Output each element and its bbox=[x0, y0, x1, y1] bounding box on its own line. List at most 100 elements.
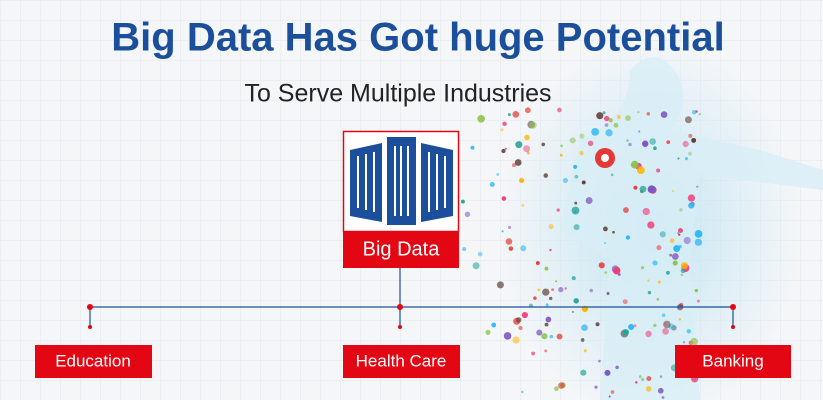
particle bbox=[548, 224, 554, 230]
particle bbox=[606, 292, 610, 295]
particle bbox=[505, 238, 513, 245]
node-box bbox=[343, 345, 460, 378]
particle bbox=[535, 261, 540, 265]
particle bbox=[687, 194, 696, 202]
particle bbox=[638, 375, 642, 378]
particle bbox=[660, 111, 668, 118]
particle bbox=[524, 134, 530, 141]
particle bbox=[558, 287, 564, 293]
particle bbox=[666, 270, 670, 275]
particle bbox=[589, 288, 593, 293]
particle bbox=[591, 127, 600, 136]
particle bbox=[531, 351, 536, 356]
particle bbox=[496, 281, 504, 289]
particle bbox=[623, 207, 629, 213]
particle bbox=[672, 189, 675, 193]
particle bbox=[646, 112, 651, 116]
particle bbox=[622, 329, 629, 336]
particle bbox=[598, 359, 601, 363]
particle bbox=[677, 232, 680, 235]
particle bbox=[662, 328, 669, 335]
particle bbox=[460, 199, 465, 204]
particle bbox=[551, 288, 555, 292]
particle bbox=[656, 245, 662, 251]
node-label: Education bbox=[55, 351, 131, 370]
title: Big Data Has Got huge Potential bbox=[111, 16, 724, 60]
particle bbox=[691, 110, 697, 115]
particle bbox=[694, 238, 703, 246]
particle bbox=[501, 148, 506, 154]
particle bbox=[504, 147, 507, 150]
particle bbox=[518, 325, 523, 331]
particle bbox=[507, 113, 511, 117]
particle bbox=[671, 253, 679, 260]
particle bbox=[574, 201, 578, 205]
particle bbox=[533, 296, 537, 300]
particle bbox=[602, 111, 606, 115]
particle bbox=[477, 114, 485, 123]
particle bbox=[543, 173, 549, 178]
particle bbox=[512, 336, 520, 344]
particle bbox=[541, 142, 546, 147]
node-box bbox=[675, 345, 791, 378]
particle bbox=[680, 268, 686, 274]
particle bbox=[519, 177, 525, 184]
particle bbox=[669, 253, 673, 257]
particle bbox=[470, 145, 475, 150]
particle bbox=[554, 386, 559, 391]
particle bbox=[663, 320, 671, 329]
particle bbox=[641, 140, 649, 147]
particle bbox=[462, 246, 467, 252]
particle bbox=[581, 180, 586, 185]
particle bbox=[526, 151, 530, 155]
particle bbox=[521, 311, 529, 319]
particle bbox=[523, 145, 531, 153]
particle bbox=[512, 163, 516, 168]
particle bbox=[472, 262, 480, 270]
particle bbox=[569, 137, 576, 144]
particle bbox=[628, 324, 635, 330]
particle bbox=[571, 310, 574, 314]
particle bbox=[555, 280, 558, 283]
root-node-box bbox=[343, 232, 459, 268]
particle bbox=[545, 303, 549, 307]
particle bbox=[573, 298, 579, 304]
particle bbox=[556, 333, 563, 340]
particle bbox=[688, 202, 695, 209]
particle-decoration bbox=[460, 107, 703, 399]
particle bbox=[541, 333, 548, 340]
particle bbox=[603, 226, 608, 232]
root-node-label: Big Data bbox=[363, 238, 441, 260]
particle bbox=[656, 168, 661, 173]
particle bbox=[663, 322, 666, 325]
particle bbox=[677, 157, 680, 160]
particle bbox=[652, 260, 658, 266]
particle bbox=[501, 230, 504, 233]
particle bbox=[549, 334, 554, 339]
particle bbox=[691, 137, 697, 143]
particle bbox=[628, 142, 632, 147]
particle bbox=[612, 266, 621, 275]
particle bbox=[659, 375, 663, 378]
particle bbox=[678, 318, 682, 321]
particle bbox=[698, 113, 701, 116]
particle bbox=[669, 238, 675, 244]
particle bbox=[686, 329, 692, 334]
particle bbox=[696, 185, 699, 188]
particle bbox=[661, 313, 666, 318]
particle bbox=[558, 382, 565, 389]
particle bbox=[598, 262, 605, 269]
particle bbox=[496, 172, 500, 176]
particle bbox=[574, 174, 579, 179]
particle bbox=[545, 316, 552, 323]
particle bbox=[637, 111, 640, 114]
particle bbox=[521, 204, 525, 207]
particle bbox=[653, 323, 657, 328]
particle bbox=[581, 324, 588, 332]
particle bbox=[549, 296, 553, 301]
particle bbox=[514, 159, 522, 166]
particle bbox=[647, 185, 656, 194]
particle bbox=[604, 271, 608, 274]
particle bbox=[646, 376, 652, 382]
